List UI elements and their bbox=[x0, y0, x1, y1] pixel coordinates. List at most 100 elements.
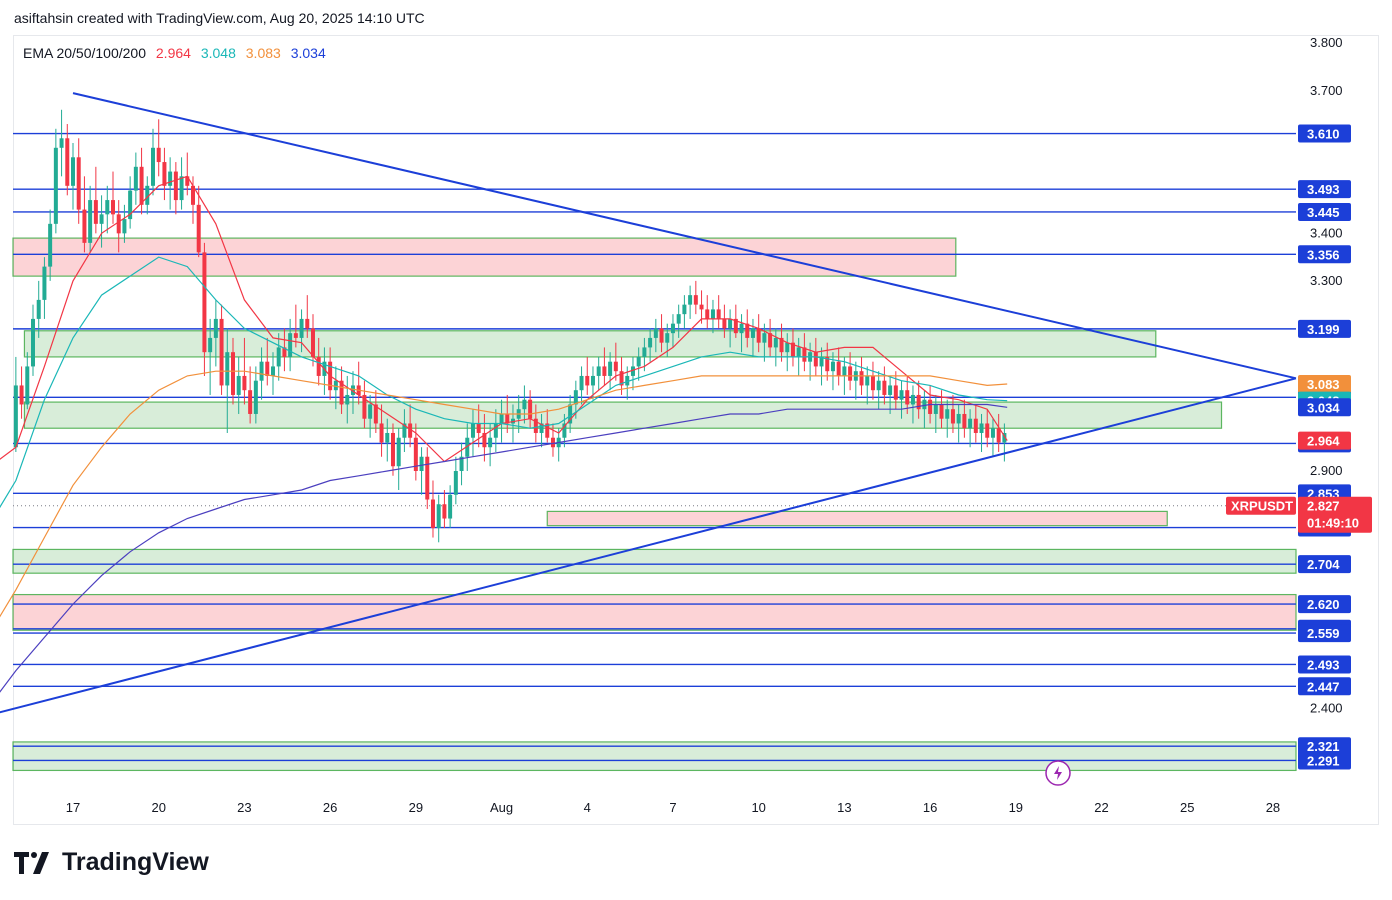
level-tag-16-bg bbox=[1298, 751, 1351, 770]
candle-body-100 bbox=[585, 375, 590, 386]
candle-body-152 bbox=[882, 380, 887, 395]
candle-body-36 bbox=[219, 318, 224, 386]
candle-body-120 bbox=[699, 304, 704, 310]
candle-body-123 bbox=[716, 309, 721, 319]
candle-body-29 bbox=[179, 176, 184, 201]
candle-body-58 bbox=[345, 394, 350, 405]
candle-body-72 bbox=[425, 456, 430, 500]
last-price-tag-bg bbox=[1298, 496, 1372, 533]
candle-body-166 bbox=[962, 413, 967, 429]
candle-body-6 bbox=[48, 223, 53, 267]
candle-body-24 bbox=[150, 147, 155, 186]
candle-body-158 bbox=[916, 394, 921, 410]
candle-body-1 bbox=[19, 385, 24, 405]
candle-body-93 bbox=[545, 423, 550, 438]
candle-body-151 bbox=[876, 380, 881, 391]
x-tick-label-6: 4 bbox=[584, 800, 591, 815]
candle-body-85 bbox=[499, 413, 504, 424]
candle-body-61 bbox=[362, 394, 367, 419]
candle-body-48 bbox=[288, 333, 293, 357]
candle-body-77 bbox=[453, 471, 458, 495]
candle-body-65 bbox=[385, 432, 390, 443]
candle-body-84 bbox=[493, 423, 498, 438]
candle-body-83 bbox=[488, 437, 493, 448]
price-chart[interactable]: 2.400 2.900 3.300 3.400 3.700 3.800 3.610 3.493… bbox=[0, 0, 1392, 830]
candle-body-70 bbox=[413, 437, 418, 471]
candle-body-97 bbox=[568, 404, 573, 424]
candle-body-59 bbox=[350, 385, 355, 395]
level-tag-16: 2.291 bbox=[1307, 753, 1340, 768]
candle-body-16 bbox=[105, 200, 110, 215]
candle-body-79 bbox=[465, 437, 470, 457]
candle-body-14 bbox=[93, 200, 98, 224]
candle-body-68 bbox=[402, 423, 407, 438]
candle-body-3 bbox=[31, 318, 36, 367]
candle-body-32 bbox=[196, 204, 201, 253]
candle-body-44 bbox=[265, 361, 270, 376]
candle-body-172 bbox=[996, 428, 1001, 443]
candle-body-168 bbox=[973, 418, 978, 433]
candle-body-119 bbox=[693, 295, 698, 305]
candle-body-98 bbox=[573, 390, 578, 405]
candle-body-113 bbox=[659, 328, 664, 343]
candle-body-50 bbox=[299, 318, 304, 338]
candle-body-118 bbox=[688, 295, 693, 305]
candle-body-115 bbox=[670, 323, 675, 334]
level-tag-13-bg bbox=[1298, 655, 1351, 674]
ema-100-line bbox=[0, 370, 1008, 618]
candle-body-128 bbox=[745, 323, 750, 338]
candle-body-106 bbox=[619, 371, 624, 386]
candle-body-25 bbox=[156, 147, 161, 163]
candle-body-142 bbox=[825, 356, 830, 372]
candle-body-99 bbox=[579, 375, 584, 391]
level-tag-9-bg bbox=[1298, 555, 1351, 574]
candle-body-137 bbox=[796, 347, 801, 357]
candle-body-156 bbox=[905, 390, 910, 405]
candle-body-19 bbox=[122, 219, 127, 234]
candle-body-144 bbox=[836, 361, 841, 376]
candle-body-62 bbox=[368, 404, 373, 419]
candle-body-15 bbox=[99, 214, 104, 224]
zone-supply-0 bbox=[12, 237, 957, 277]
candle-body-90 bbox=[528, 399, 533, 419]
candle-body-131 bbox=[762, 333, 767, 343]
x-tick-label-0: 17 bbox=[66, 800, 80, 815]
candle-body-7 bbox=[53, 147, 58, 224]
candle-body-159 bbox=[922, 399, 927, 410]
trendline-ascending-support bbox=[0, 377, 1297, 714]
candle-body-5 bbox=[42, 266, 47, 300]
candle-body-143 bbox=[830, 361, 835, 372]
candle-body-75 bbox=[442, 504, 447, 519]
level-tag-2-bg bbox=[1298, 202, 1351, 221]
level-tag-12-bg bbox=[1298, 624, 1351, 643]
candle-body-22 bbox=[139, 166, 144, 205]
candle-body-130 bbox=[756, 328, 761, 343]
candle-body-171 bbox=[990, 428, 995, 438]
ema-50-value: 3.048 bbox=[200, 45, 236, 61]
ema-legend[interactable]: EMA 20/50/100/200 2.964 3.048 3.083 3.03… bbox=[23, 45, 332, 61]
candle-body-112 bbox=[653, 328, 658, 338]
candle-body-107 bbox=[625, 375, 630, 386]
candle-body-94 bbox=[550, 437, 555, 448]
ema-100-value: 3.083 bbox=[245, 45, 281, 61]
ema-tag-0-bg bbox=[1298, 375, 1351, 394]
candle-body-145 bbox=[842, 366, 847, 376]
candle-body-33 bbox=[202, 252, 207, 353]
tradingview-logo-icon bbox=[14, 851, 49, 874]
candle-body-71 bbox=[419, 456, 424, 471]
candle-body-163 bbox=[945, 409, 950, 419]
x-tick-label-2: 23 bbox=[237, 800, 251, 815]
y-tick-label-4: 3.700 bbox=[1310, 83, 1343, 98]
candle-body-31 bbox=[190, 185, 195, 205]
candle-body-122 bbox=[710, 309, 715, 319]
level-tag-10: 2.620 bbox=[1307, 597, 1340, 612]
level-tag-14: 2.447 bbox=[1307, 679, 1340, 694]
candle-body-73 bbox=[430, 499, 435, 529]
candle-body-149 bbox=[865, 375, 870, 386]
candle-body-39 bbox=[236, 375, 241, 395]
level-tag-10-bg bbox=[1298, 595, 1351, 614]
candle-body-8 bbox=[59, 138, 64, 148]
candle-body-76 bbox=[448, 494, 453, 519]
candle-body-165 bbox=[956, 413, 961, 424]
candle-body-82 bbox=[482, 432, 487, 448]
